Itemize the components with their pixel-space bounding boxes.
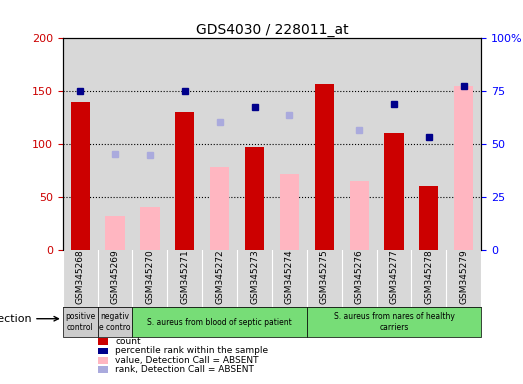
Bar [377,38,412,250]
Bar [98,366,108,373]
Text: positive
control: positive control [65,313,95,332]
Bar [98,348,108,354]
Bar [106,216,124,250]
Text: count: count [115,337,141,346]
FancyBboxPatch shape [132,307,307,337]
Bar [132,38,167,250]
Bar [280,174,299,250]
Text: GSM345277: GSM345277 [390,250,399,304]
Text: percentile rank within the sample: percentile rank within the sample [115,346,268,356]
Text: GSM345269: GSM345269 [110,250,120,304]
Bar [237,38,272,250]
Text: GSM345274: GSM345274 [285,250,294,304]
Text: GSM345270: GSM345270 [145,250,154,304]
Bar [454,86,473,250]
FancyBboxPatch shape [98,307,132,337]
Text: value, Detection Call = ABSENT: value, Detection Call = ABSENT [115,356,258,365]
Bar [210,167,229,250]
Text: GSM345271: GSM345271 [180,250,189,304]
Bar [384,133,404,250]
FancyBboxPatch shape [307,307,481,337]
Bar [412,38,446,250]
Bar [307,38,342,250]
FancyBboxPatch shape [63,307,98,337]
Text: GSM345278: GSM345278 [424,250,434,304]
Title: GDS4030 / 228011_at: GDS4030 / 228011_at [196,23,348,37]
Bar [140,207,160,250]
Bar [342,38,377,250]
Bar [175,112,195,250]
Bar [349,181,369,250]
Text: S. aureus from nares of healthy
carriers: S. aureus from nares of healthy carriers [334,313,454,332]
Bar [245,147,264,250]
Bar [167,38,202,250]
Text: rank, Detection Call = ABSENT: rank, Detection Call = ABSENT [115,365,254,374]
Bar [98,357,108,364]
Text: S. aureus from blood of septic patient: S. aureus from blood of septic patient [147,318,292,327]
Bar [446,38,481,250]
Bar [272,38,307,250]
Bar [63,38,98,250]
Text: negativ
e contro: negativ e contro [99,313,131,332]
Text: GSM345279: GSM345279 [459,250,468,304]
Bar [315,84,334,250]
Text: GSM345276: GSM345276 [355,250,363,304]
Text: GSM345273: GSM345273 [250,250,259,304]
Bar [202,38,237,250]
Text: GSM345268: GSM345268 [76,250,85,304]
Bar [98,338,108,345]
Bar [71,102,90,250]
Text: infection: infection [0,314,59,324]
Text: GSM345272: GSM345272 [215,250,224,304]
Bar [98,38,132,250]
Text: GSM345275: GSM345275 [320,250,329,304]
Bar [419,186,438,250]
